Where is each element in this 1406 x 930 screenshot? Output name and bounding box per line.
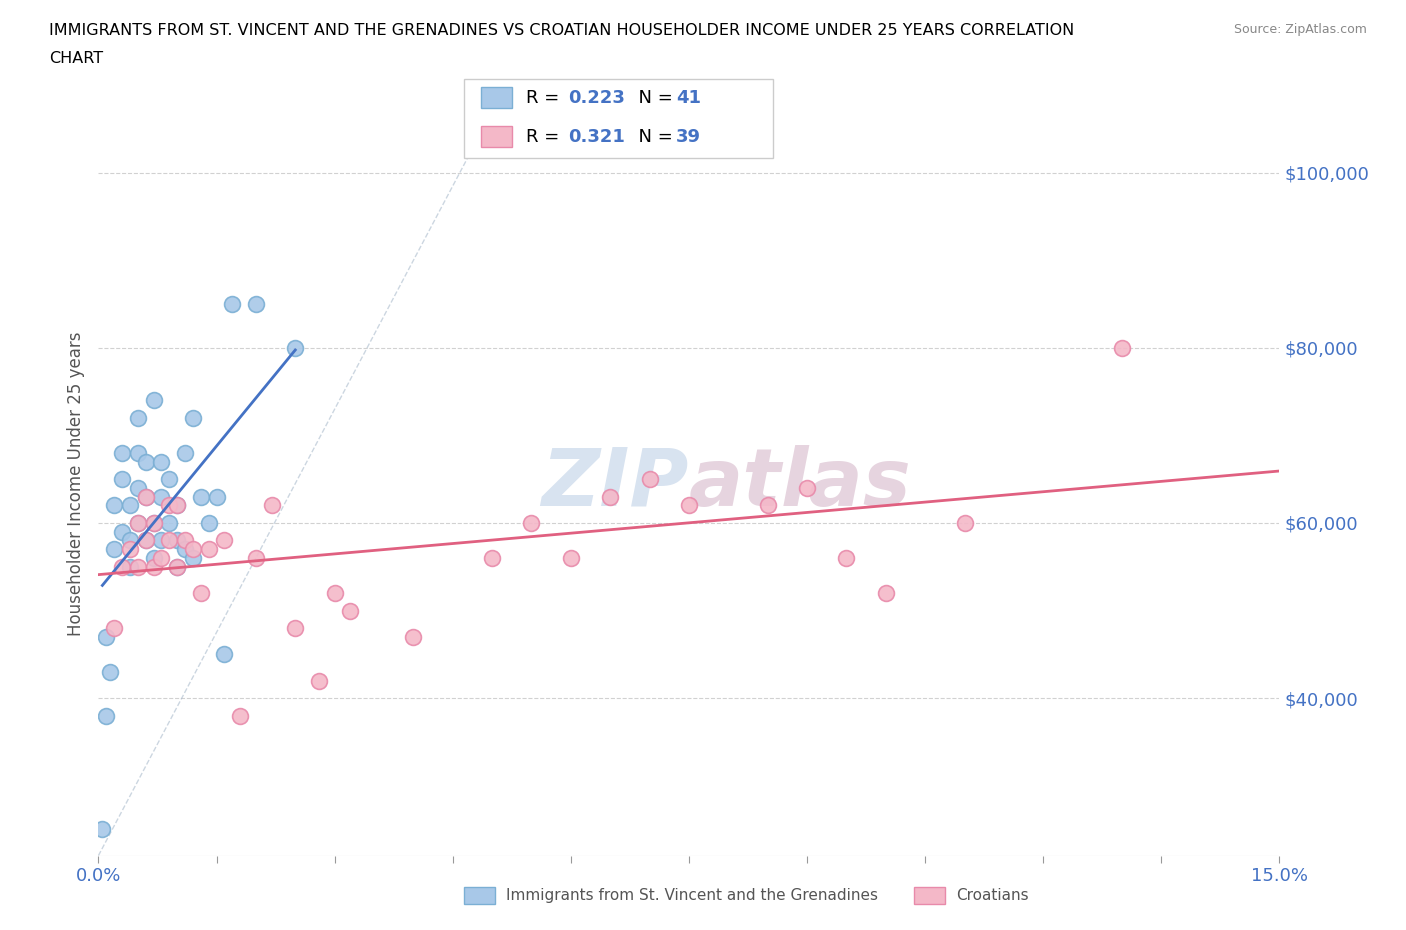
Point — [135, 489, 157, 504]
Point — [181, 410, 204, 425]
Point — [118, 498, 141, 513]
Point — [150, 489, 173, 504]
Point — [481, 551, 503, 565]
Text: Croatians: Croatians — [956, 888, 1029, 903]
Text: 39: 39 — [676, 127, 702, 146]
Point — [118, 533, 141, 548]
Text: N =: N = — [627, 127, 679, 146]
Point — [181, 542, 204, 557]
Point — [150, 551, 173, 565]
Point — [560, 551, 582, 565]
Point — [260, 498, 283, 513]
Point — [214, 533, 236, 548]
Point — [135, 533, 157, 548]
Point — [190, 489, 212, 504]
Point — [142, 551, 165, 565]
Text: IMMIGRANTS FROM ST. VINCENT AND THE GRENADINES VS CROATIAN HOUSEHOLDER INCOME UN: IMMIGRANTS FROM ST. VINCENT AND THE GREN… — [49, 23, 1074, 38]
Point — [835, 551, 858, 565]
Point — [91, 822, 114, 837]
Point — [157, 515, 180, 530]
Point — [174, 542, 197, 557]
Point — [229, 708, 252, 723]
Point — [166, 498, 188, 513]
Point — [150, 533, 173, 548]
Point — [118, 542, 141, 557]
Point — [103, 620, 125, 635]
Point — [127, 515, 149, 530]
Point — [245, 551, 267, 565]
Point — [96, 630, 118, 644]
Point — [103, 498, 125, 513]
Point — [284, 620, 307, 635]
Point — [127, 410, 149, 425]
Point — [174, 445, 197, 460]
Point — [245, 297, 267, 312]
Text: 0.321: 0.321 — [568, 127, 624, 146]
Point — [323, 586, 346, 601]
Point — [118, 559, 141, 574]
Point — [197, 542, 219, 557]
Text: N =: N = — [627, 88, 679, 107]
Point — [174, 533, 197, 548]
Point — [127, 515, 149, 530]
Point — [221, 297, 243, 312]
Point — [205, 489, 228, 504]
Point — [339, 603, 361, 618]
Point — [638, 472, 661, 486]
Point — [135, 533, 157, 548]
Point — [150, 454, 173, 469]
Point — [157, 472, 180, 486]
Point — [103, 542, 125, 557]
Point — [1111, 340, 1133, 355]
Point — [127, 445, 149, 460]
Point — [520, 515, 543, 530]
Point — [157, 498, 180, 513]
Point — [599, 489, 621, 504]
Point — [197, 515, 219, 530]
Point — [190, 586, 212, 601]
Text: CHART: CHART — [49, 51, 103, 66]
Point — [111, 472, 134, 486]
Point — [875, 586, 897, 601]
Y-axis label: Householder Income Under 25 years: Householder Income Under 25 years — [66, 331, 84, 636]
Point — [98, 664, 121, 679]
Text: R =: R = — [526, 127, 565, 146]
Point — [127, 559, 149, 574]
Point — [166, 559, 188, 574]
Point — [142, 393, 165, 408]
Point — [402, 630, 425, 644]
Point — [142, 515, 165, 530]
Point — [953, 515, 976, 530]
Point — [135, 454, 157, 469]
Text: Source: ZipAtlas.com: Source: ZipAtlas.com — [1233, 23, 1367, 36]
Point — [111, 445, 134, 460]
Point — [796, 481, 818, 496]
Point — [135, 489, 157, 504]
Text: 41: 41 — [676, 88, 702, 107]
Point — [214, 647, 236, 662]
Point — [166, 559, 188, 574]
Point — [756, 498, 779, 513]
Point — [166, 533, 188, 548]
Text: Immigrants from St. Vincent and the Grenadines: Immigrants from St. Vincent and the Gren… — [506, 888, 879, 903]
Point — [127, 481, 149, 496]
Point — [96, 708, 118, 723]
Point — [142, 559, 165, 574]
Point — [142, 515, 165, 530]
Point — [678, 498, 700, 513]
Point — [166, 498, 188, 513]
Point — [181, 551, 204, 565]
Point — [284, 340, 307, 355]
Text: ZIP: ZIP — [541, 445, 689, 523]
Point — [111, 559, 134, 574]
Text: R =: R = — [526, 88, 565, 107]
Point — [157, 533, 180, 548]
Point — [308, 673, 330, 688]
Text: 0.223: 0.223 — [568, 88, 624, 107]
Point — [111, 525, 134, 539]
Text: atlas: atlas — [689, 445, 911, 523]
